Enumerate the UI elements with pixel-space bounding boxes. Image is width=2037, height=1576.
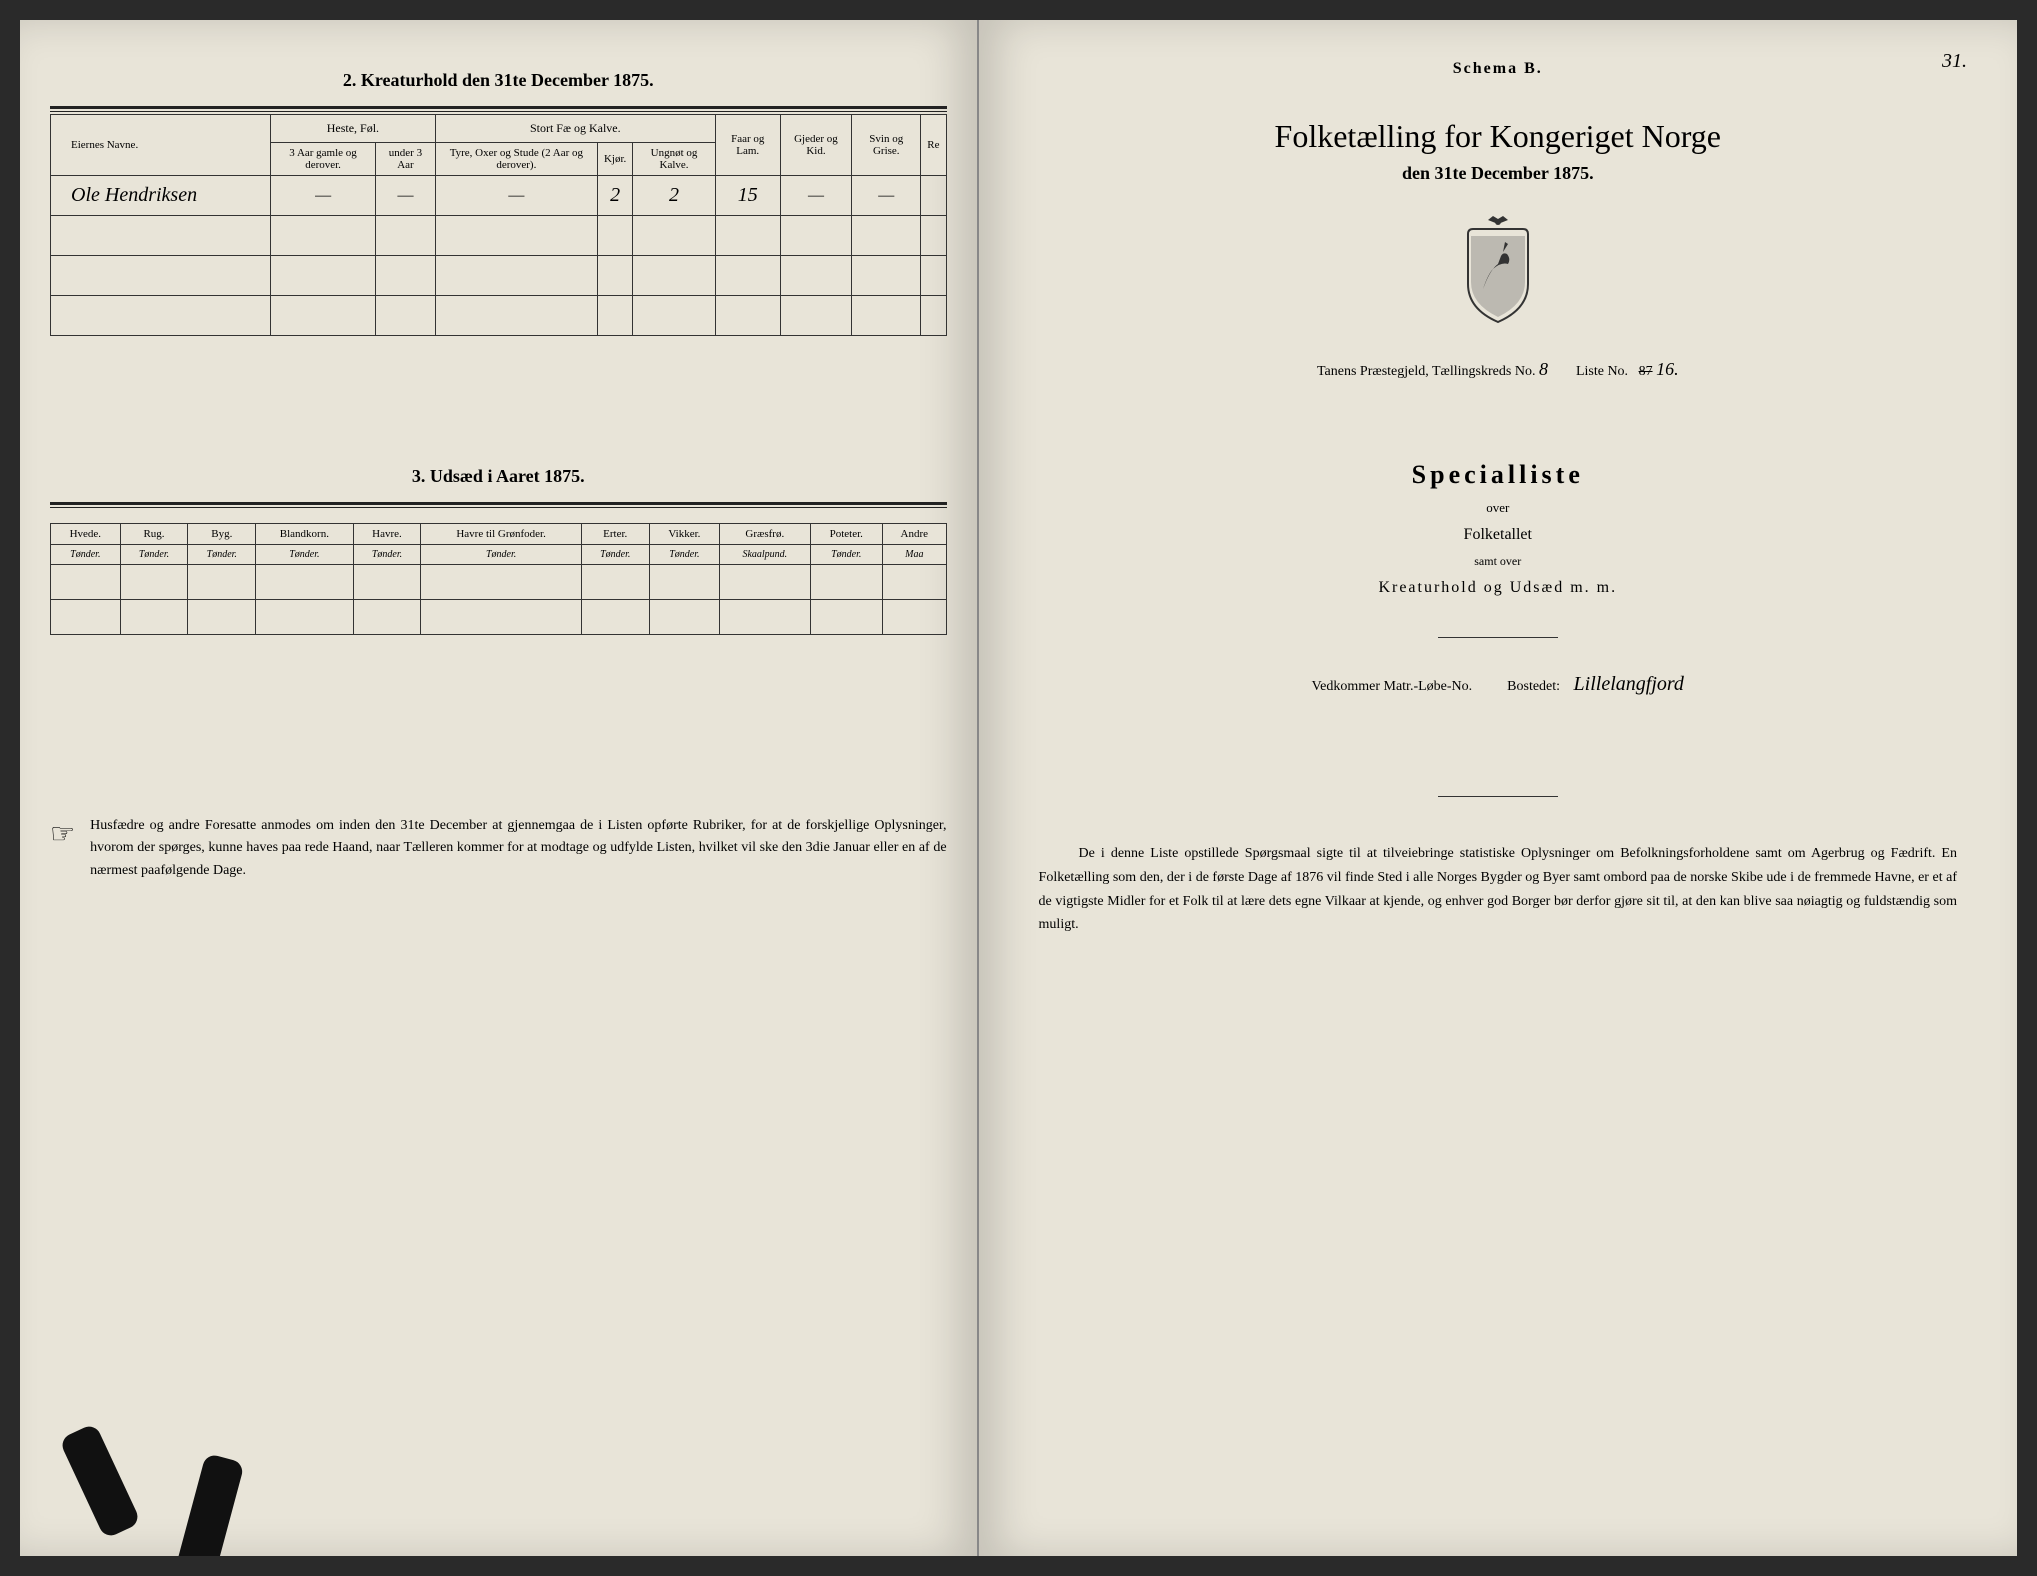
unit-7: Tønder.	[649, 545, 720, 565]
col-hvede: Hvede.	[51, 524, 121, 545]
col-s1: Tyre, Oxer og Stude (2 Aar og derover).	[435, 143, 597, 176]
book-spread: 2. Kreaturhold den 31te December 1875. E…	[20, 20, 2017, 1556]
bottom-paragraph: De i denne Liste opstillede Spørgsmaal s…	[1009, 842, 1987, 937]
meta-prefix: Tanens Præstegjeld, Tællingskreds No.	[1317, 364, 1535, 379]
table-row: Ole Hendriksen — — — 2 2 15 — —	[51, 176, 947, 216]
cell-s2: 2	[597, 176, 632, 216]
cell-faar: 15	[715, 176, 780, 216]
col-s2: Kjør.	[597, 143, 632, 176]
cell-owner: Ole Hendriksen	[51, 176, 271, 216]
col-poteter: Poteter.	[810, 524, 883, 545]
col-s3: Ungnøt og Kalve.	[633, 143, 716, 176]
section2-title: 2. Kreaturhold den 31te December 1875.	[50, 70, 947, 91]
unit-5: Tønder.	[421, 545, 582, 565]
schema-label: Schema B.	[1009, 60, 1987, 78]
main-title: Folketælling for Kongeriget Norge	[1009, 118, 1987, 155]
matr-label: Vedkommer Matr.-Løbe-No.	[1312, 679, 1473, 694]
sub-title: den 31te December 1875.	[1009, 163, 1987, 184]
liste-label: Liste No.	[1576, 364, 1628, 379]
bosted-label: Bostedet:	[1507, 679, 1560, 694]
col-vikker: Vikker.	[649, 524, 720, 545]
specialliste-title: Specialliste	[1009, 460, 1987, 490]
table-row	[51, 216, 947, 256]
unit-4: Tønder.	[353, 545, 421, 565]
unit-3: Tønder.	[256, 545, 353, 565]
table-row	[51, 296, 947, 336]
col-erter: Erter.	[581, 524, 649, 545]
folketallet-label: Folketallet	[1009, 526, 1987, 544]
col-havre-gron: Havre til Grønfoder.	[421, 524, 582, 545]
pointing-hand-icon: ☞	[50, 813, 75, 882]
cell-rens	[921, 176, 946, 216]
unit-2: Tønder.	[188, 545, 256, 565]
col-byg: Byg.	[188, 524, 256, 545]
col-blandkorn: Blandkorn.	[256, 524, 353, 545]
right-page: 31. Schema B. Folketælling for Kongerige…	[979, 20, 2017, 1556]
cell-s1: —	[435, 176, 597, 216]
coat-of-arms-icon	[1009, 214, 1987, 329]
cell-s3: 2	[633, 176, 716, 216]
liste-number: 16.	[1656, 359, 1679, 379]
kreds-number: 8	[1539, 359, 1548, 379]
col-svin: Svin og Grise.	[852, 115, 921, 176]
page-number: 31.	[1942, 50, 1967, 73]
cell-gjeder: —	[780, 176, 852, 216]
sowing-table: Hvede. Rug. Byg. Blandkorn. Havre. Havre…	[50, 523, 947, 635]
table-row	[51, 600, 947, 635]
cell-h2: —	[376, 176, 436, 216]
unit-10: Maa	[883, 545, 947, 565]
samt-label: samt over	[1009, 554, 1987, 569]
section3-title: 3. Udsæd i Aaret 1875.	[50, 466, 947, 487]
unit-8: Skaalpund.	[720, 545, 810, 565]
col-group-heste: Heste, Føl.	[271, 115, 436, 143]
col-andre: Andre	[883, 524, 947, 545]
cell-h1: —	[271, 176, 376, 216]
col-graesfro: Græsfrø.	[720, 524, 810, 545]
livestock-table: Eiernes Navne. Heste, Føl. Stort Fæ og K…	[50, 114, 947, 336]
binder-clip-icon	[175, 1453, 245, 1556]
col-h2: under 3 Aar	[376, 143, 436, 176]
col-havre: Havre.	[353, 524, 421, 545]
col-group-storfe: Stort Fæ og Kalve.	[435, 115, 715, 143]
table-row	[51, 565, 947, 600]
over-label: over	[1009, 500, 1987, 516]
cell-svin: —	[852, 176, 921, 216]
col-owner: Eiernes Navne.	[51, 115, 271, 176]
binder-clip-icon	[59, 1423, 142, 1540]
unit-0: Tønder.	[51, 545, 121, 565]
unit-6: Tønder.	[581, 545, 649, 565]
col-faar: Faar og Lam.	[715, 115, 780, 176]
bosted-value: Lillelangfjord	[1574, 673, 1684, 695]
unit-9: Tønder.	[810, 545, 883, 565]
meta-line: Tanens Præstegjeld, Tællingskreds No. 8 …	[1009, 359, 1987, 380]
kreatur-label: Kreaturhold og Udsæd m. m.	[1009, 579, 1987, 597]
unit-1: Tønder.	[120, 545, 188, 565]
col-gjeder: Gjeder og Kid.	[780, 115, 852, 176]
bosted-line: Vedkommer Matr.-Løbe-No. Bostedet: Lille…	[1009, 673, 1987, 696]
footnote: ☞ Husfædre og andre Foresatte anmodes om…	[50, 815, 947, 882]
table-row	[51, 256, 947, 296]
footnote-text: Husfædre og andre Foresatte anmodes om i…	[90, 815, 946, 882]
col-h1: 3 Aar gamle og derover.	[271, 143, 376, 176]
col-rug: Rug.	[120, 524, 188, 545]
col-rens: Re	[921, 115, 946, 176]
left-page: 2. Kreaturhold den 31te December 1875. E…	[20, 20, 979, 1556]
